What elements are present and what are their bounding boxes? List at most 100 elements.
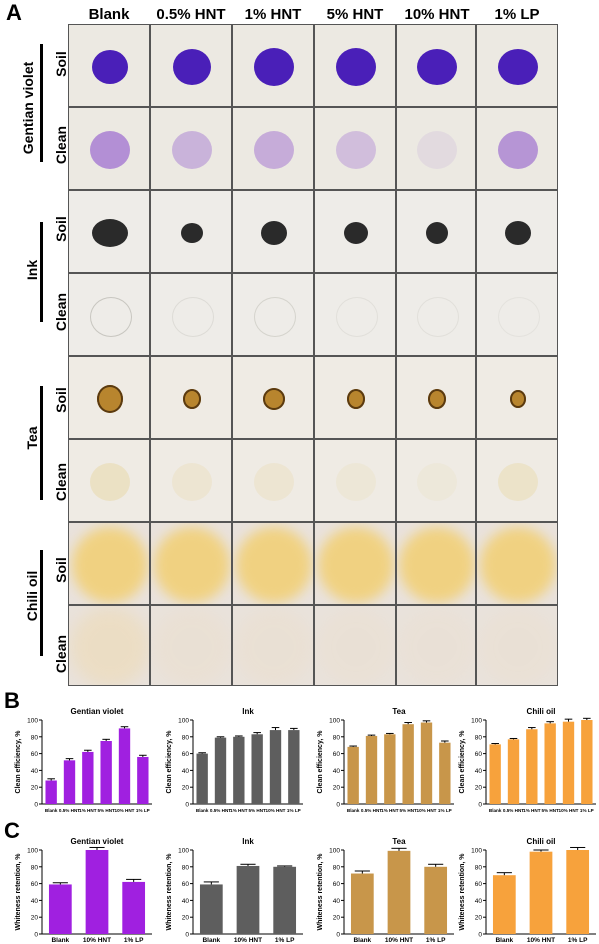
cleaned-stain [316,606,395,685]
y-tick-label: 80 [182,734,190,741]
x-tick-label: 0.5% HNT [59,808,80,813]
cleaned-stain [397,606,475,685]
y-tick-label: 80 [475,864,483,871]
y-tick-label: 100 [27,718,38,725]
bar [236,865,260,934]
photo-cell [68,190,150,273]
soil-stain [428,388,446,409]
photo-cell [314,273,396,356]
x-tick-label: 5% HNT [248,808,266,813]
photo-cell [232,605,314,686]
soil-stain [263,387,285,410]
y-tick-label: 40 [475,898,483,905]
y-tick-label: 20 [31,915,39,922]
photo-cell [232,356,314,439]
y-tick-label: 20 [333,915,341,922]
cleaned-stain [336,462,376,501]
y-axis-label: Clean efficiency, % [317,730,324,794]
photo-cell [476,190,558,273]
photo-cell [150,356,232,439]
bar [420,722,433,804]
x-tick-label: Blank [489,808,502,813]
soil-stain [261,220,287,245]
bar [439,742,451,804]
y-tick-label: 0 [34,802,38,809]
x-tick-label: Blank [353,937,371,944]
photo-cell [232,107,314,190]
x-tick-label: 1% HNT [381,808,399,813]
cleaned-stain [172,462,212,501]
chart-title: Gentian violet [71,837,124,846]
x-tick-label: 10% HNT [234,937,262,944]
column-header-10-hnt: 10% HNT [404,6,470,23]
x-tick-label: 1% HNT [523,808,541,813]
photo-cell [150,522,232,605]
cleaned-stain [254,462,294,501]
bar [384,734,396,804]
photo-cell [232,522,314,605]
group-bar-ink [40,222,43,322]
photo-cell [476,605,558,686]
y-tick-label: 80 [182,864,190,871]
x-tick-label: 1% LP [275,937,295,944]
photo-cell [68,107,150,190]
chart-title: Chili oil [527,707,556,716]
y-tick-label: 100 [178,718,189,725]
photo-cell [68,24,150,107]
cleaned-stain [498,130,538,169]
x-tick-label: 1% LP [124,937,144,944]
photo-cell [396,356,476,439]
cleaned-stain [336,296,378,337]
bar [233,736,245,804]
y-tick-label: 80 [333,864,341,871]
y-tick-label: 60 [475,881,483,888]
y-axis-label: Whiteness retention, % [15,853,22,931]
y-axis-label: Clean efficiency, % [166,730,173,794]
cleaned-stain [417,130,457,169]
y-tick-label: 40 [333,768,341,775]
x-tick-label: 10% HNT [266,808,286,813]
y-tick-label: 60 [31,881,39,888]
soil-stain [72,526,148,603]
photo-cell [396,522,476,605]
cleaned-stain [254,130,294,169]
bar [269,730,282,804]
photo-cell [68,522,150,605]
soil-stain [183,388,201,409]
soil-stain [505,220,531,245]
bar [45,780,57,804]
photo-cell [150,107,232,190]
photo-cell [150,24,232,107]
bar [581,720,593,804]
soil-stain [154,526,230,603]
y-tick-label: 100 [329,848,340,855]
soil-stain [97,384,123,413]
y-axis-label: Clean efficiency, % [459,730,466,794]
bar [347,746,359,804]
y-tick-label: 60 [31,751,39,758]
photo-cell [314,605,396,686]
bar [122,881,146,934]
soil-stain [344,221,368,244]
y-tick-label: 40 [31,898,39,905]
photo-cell [150,190,232,273]
x-tick-label: 1% LP [580,808,594,813]
y-tick-label: 60 [182,881,190,888]
chart-title: Ink [242,837,254,846]
y-tick-label: 80 [475,734,483,741]
group-bar-tea [40,386,43,500]
y-axis-label: Whiteness retention, % [459,853,466,931]
bar [526,729,538,804]
group-bar-gentian-violet [40,44,43,162]
x-tick-label: 10% HNT [417,808,437,813]
bar [507,739,520,804]
photo-cell [314,190,396,273]
panel-c-letter: C [4,818,20,843]
soil-stain [173,48,211,85]
bar [273,866,297,934]
x-tick-label: 5% HNT [97,808,115,813]
column-header-blank: Blank [88,6,130,23]
soil-stain [399,526,475,603]
cleaned-stain [70,606,149,685]
cleaned-stain [478,606,557,685]
